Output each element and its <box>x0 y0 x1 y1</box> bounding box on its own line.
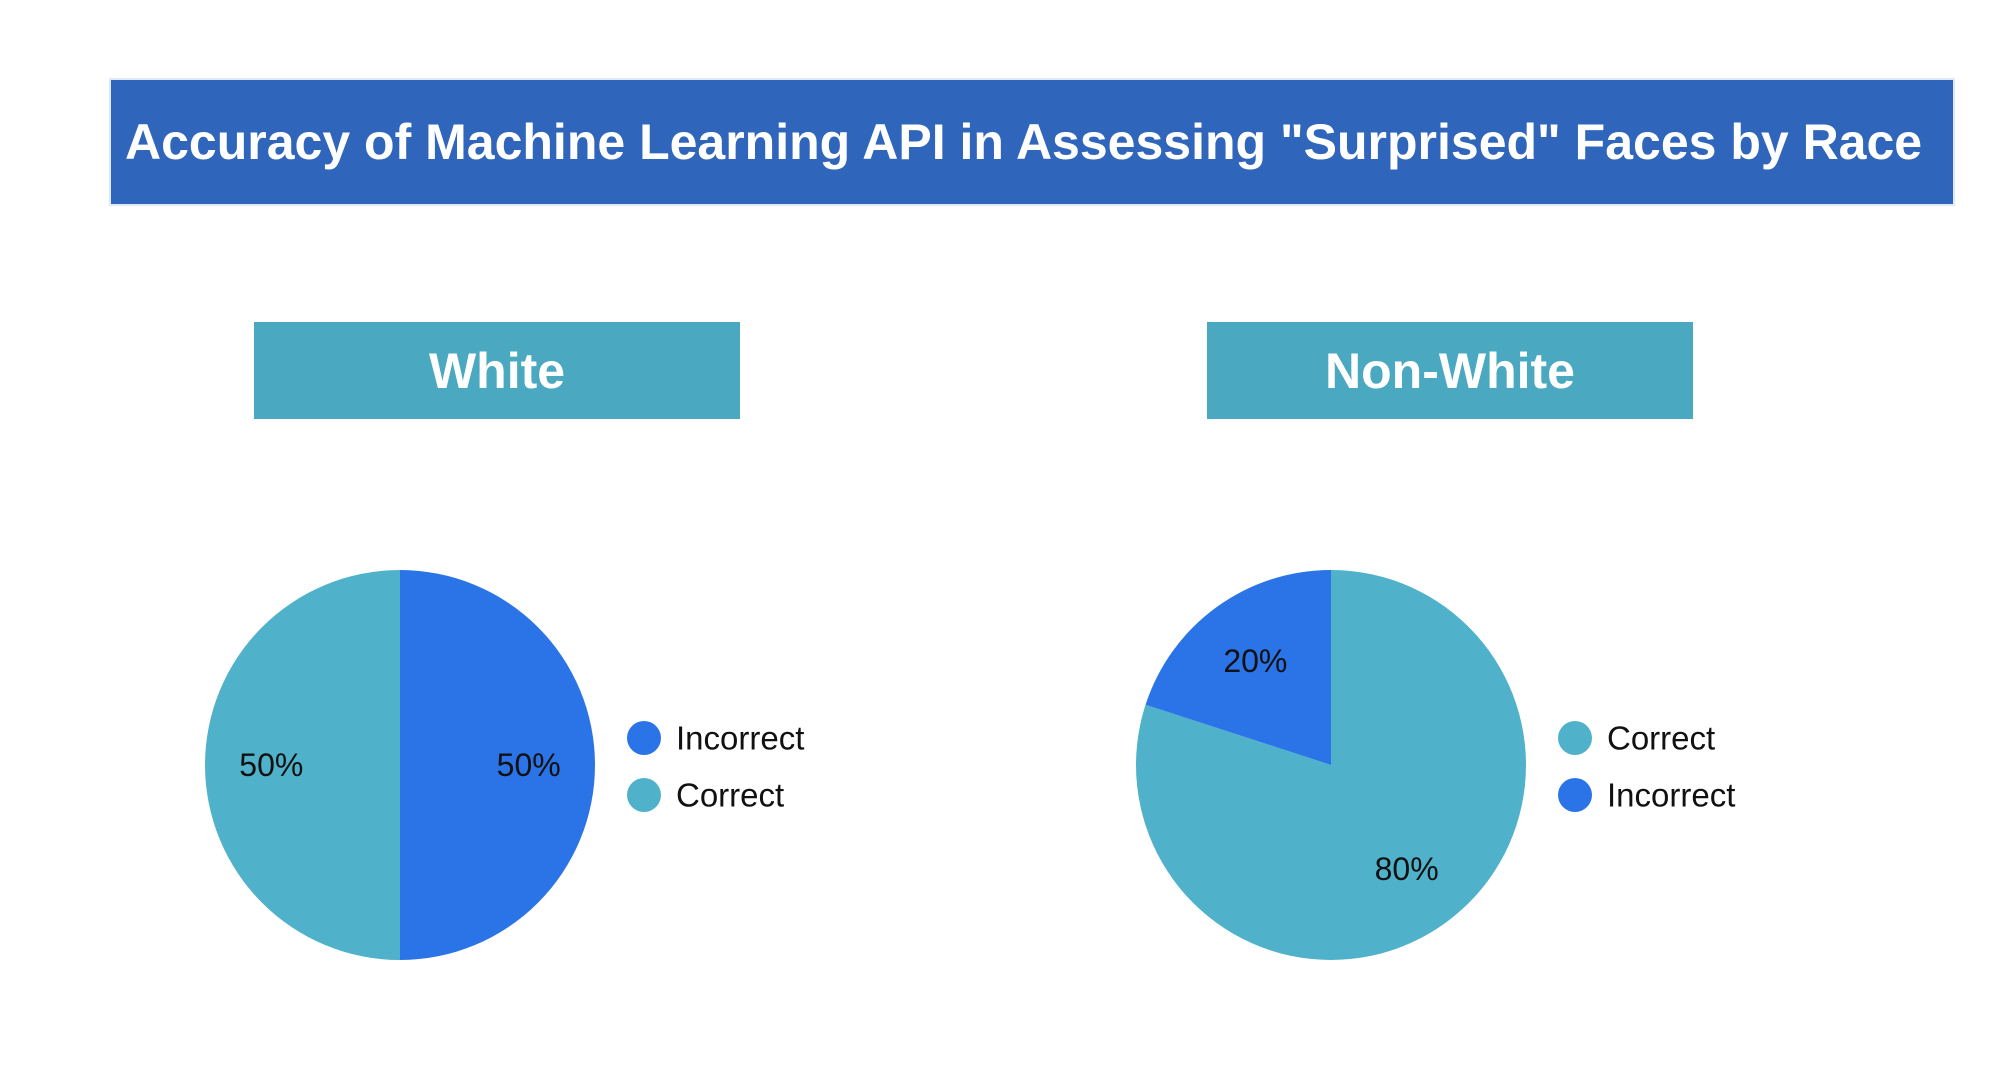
panel-title-white: White <box>428 342 566 399</box>
title-banner: Accuracy of Machine Learning API in Asse… <box>111 80 1953 204</box>
pie-slice-incorrect <box>400 570 595 960</box>
pie-slice-incorrect <box>1145 570 1331 765</box>
panel-title-non-white: Non-White <box>1325 342 1575 399</box>
legend-white: Incorrect Correct <box>627 720 804 814</box>
legend-label-incorrect: Incorrect <box>1607 777 1735 814</box>
legend-label-correct: Correct <box>1607 720 1715 757</box>
legend-label-correct: Correct <box>676 777 784 814</box>
slice-label-correct: 80% <box>1375 851 1439 887</box>
legend-swatch-incorrect <box>627 721 661 755</box>
panel-header-white: White <box>254 322 740 419</box>
pie-chart-non-white: 80% 20% <box>1135 570 1527 960</box>
legend-swatch-incorrect <box>1558 778 1592 812</box>
panel-header-non-white: Non-White <box>1207 322 1693 419</box>
pie-chart-white: 50% 50% <box>205 570 595 960</box>
legend-label-incorrect: Incorrect <box>676 720 804 757</box>
slice-label-incorrect: 50% <box>497 747 561 783</box>
chart-title: Accuracy of Machine Learning API in Asse… <box>125 114 1923 170</box>
legend-swatch-correct <box>1558 721 1592 755</box>
slice-label-incorrect: 20% <box>1223 643 1287 679</box>
legend-non-white: Correct Incorrect <box>1558 720 1735 814</box>
slice-label-correct: 50% <box>239 747 303 783</box>
legend-swatch-correct <box>627 778 661 812</box>
pie-slice-correct <box>205 570 400 960</box>
